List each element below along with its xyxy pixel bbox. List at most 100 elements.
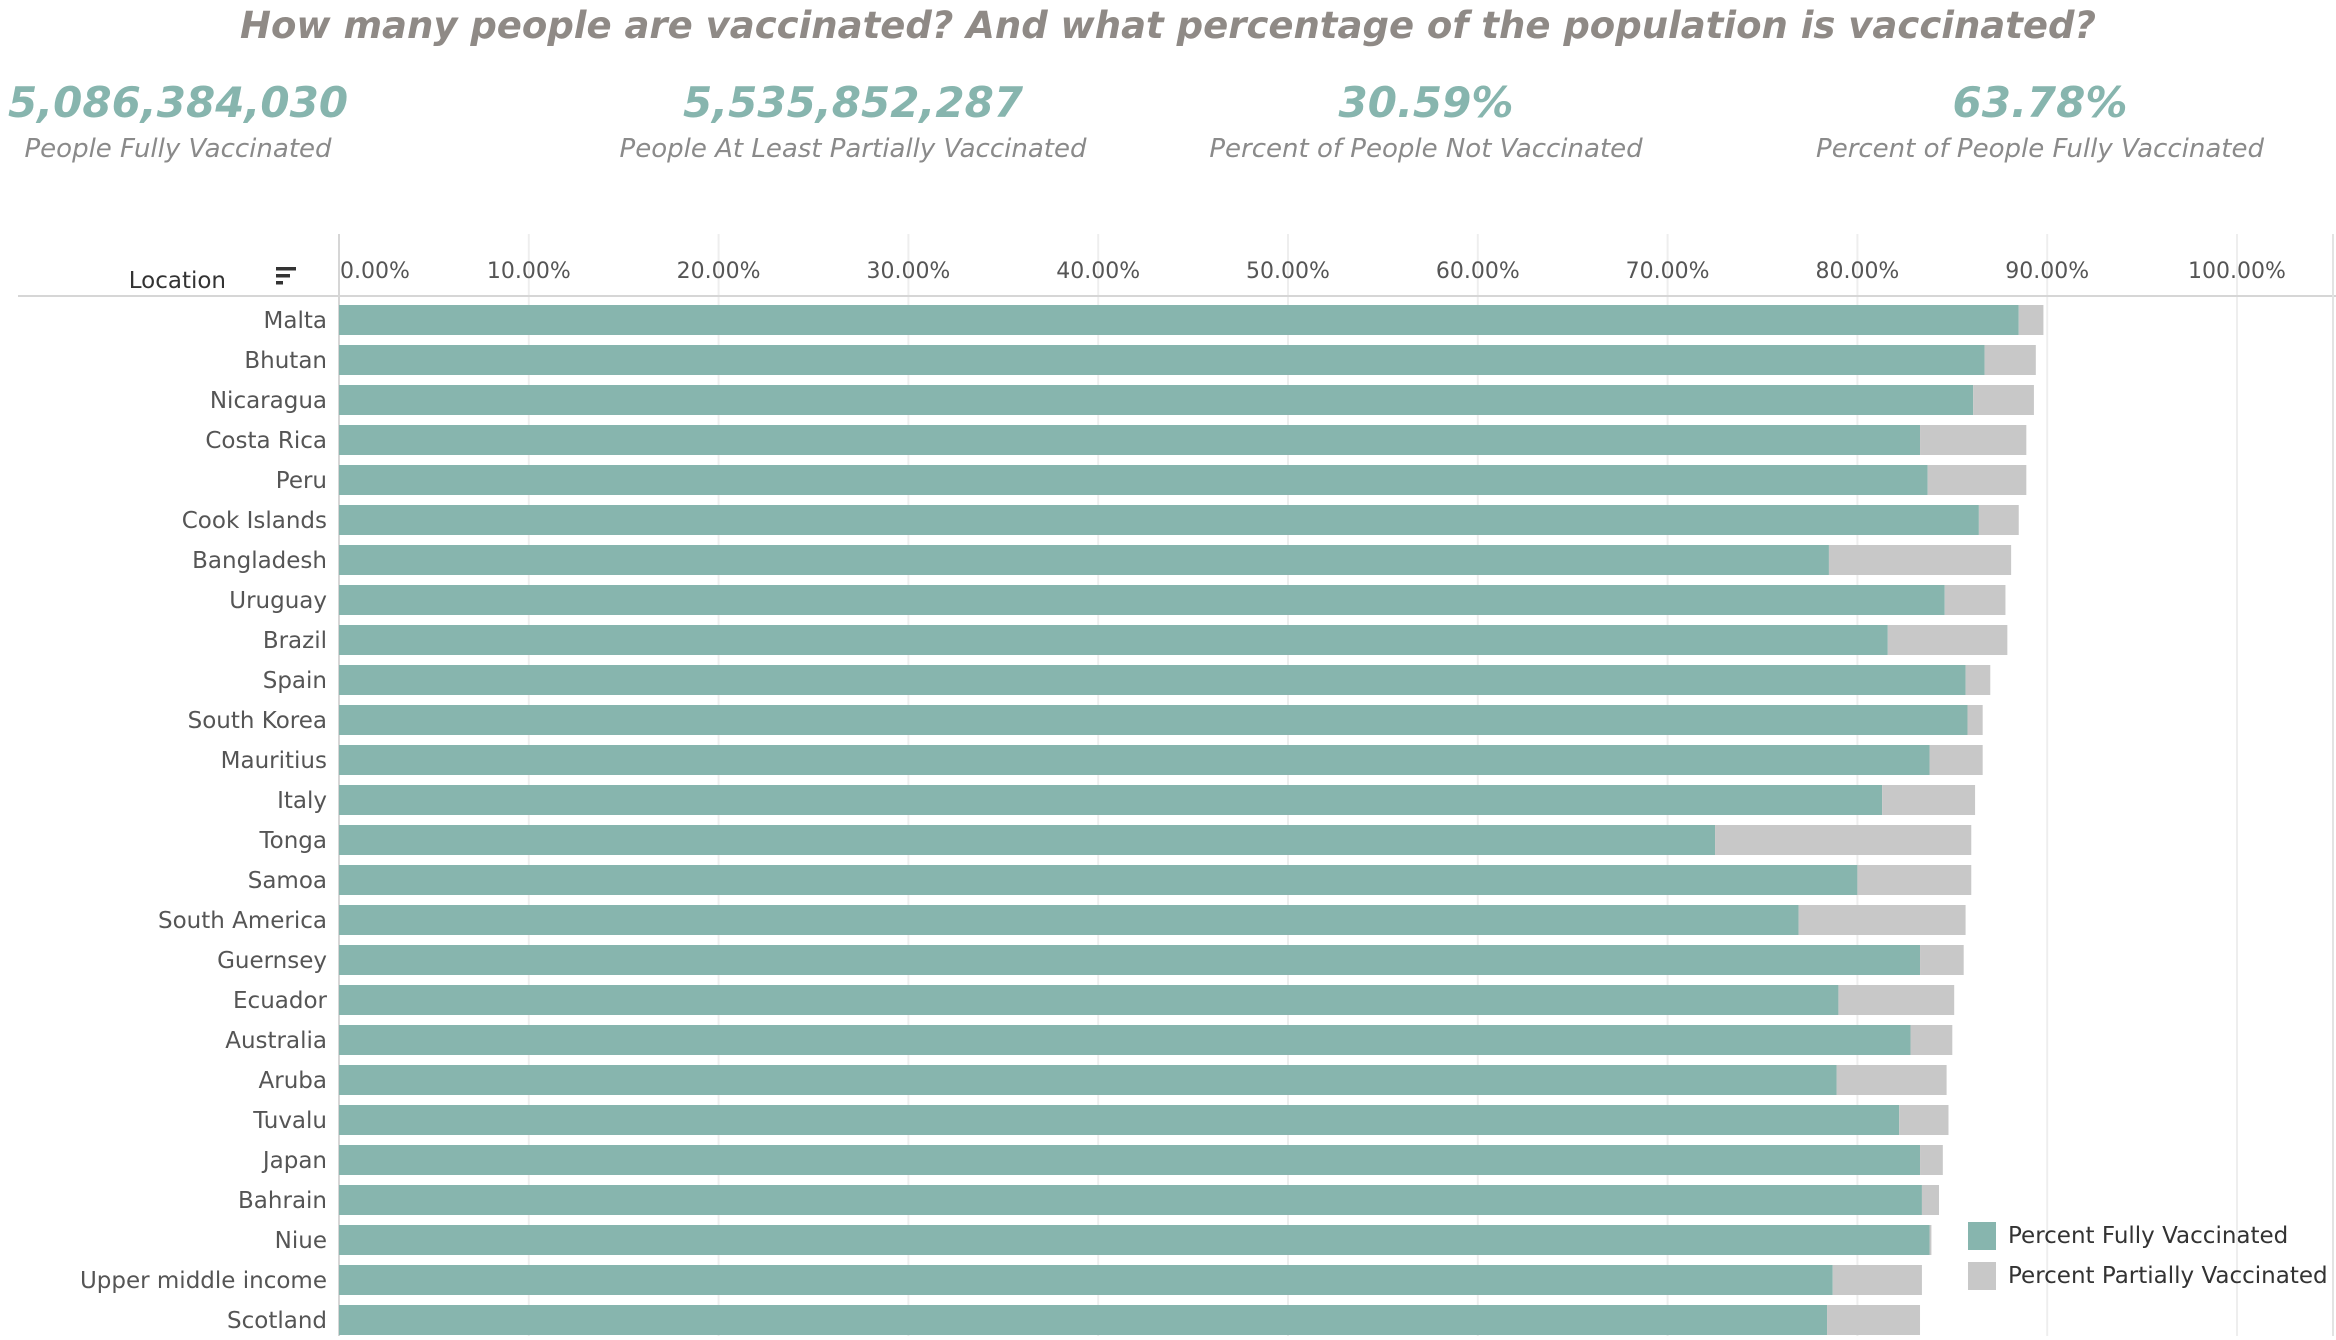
bar-fully-vaccinated[interactable]	[339, 945, 1921, 975]
category-label: Spain	[263, 668, 327, 694]
bar-fully-vaccinated[interactable]	[339, 505, 1979, 535]
category-label: Italy	[277, 788, 327, 814]
category-label: Tonga	[259, 828, 327, 854]
category-label: Nicaragua	[210, 388, 327, 414]
bar-fully-vaccinated[interactable]	[339, 585, 1945, 615]
bar-partially-vaccinated[interactable]	[1944, 585, 2006, 615]
bar-fully-vaccinated[interactable]	[339, 625, 1888, 655]
bar-fully-vaccinated[interactable]	[339, 1145, 1921, 1175]
bar-fully-vaccinated[interactable]	[339, 385, 1974, 415]
bar-fully-vaccinated[interactable]	[339, 825, 1716, 855]
bar-fully-vaccinated[interactable]	[339, 1025, 1911, 1055]
bar-partially-vaccinated[interactable]	[1965, 665, 1991, 695]
bar-partially-vaccinated[interactable]	[1973, 385, 2034, 415]
dashboard-title: How many people are vaccinated? And what…	[240, 4, 2096, 47]
category-labels: Malta Bhutan Nicaragua Costa Rica Peru Cook I…	[80, 308, 328, 1334]
bar-fully-vaccinated[interactable]	[339, 905, 1799, 935]
category-label: Bahrain	[238, 1188, 327, 1214]
sort-descending-icon[interactable]	[276, 267, 296, 285]
bar-fully-vaccinated[interactable]	[339, 865, 1858, 895]
kpi-label: Percent of People Not Vaccinated	[1209, 134, 1643, 164]
category-label: Scotland	[227, 1308, 327, 1334]
kpi-percent-not-vaccinated: 30.59% Percent of People Not Vaccinated	[1196, 74, 1656, 166]
legend-label-partially: Percent Partially Vaccinated	[2008, 1263, 2328, 1289]
location-header[interactable]: Location	[129, 268, 226, 294]
bar-fully-vaccinated[interactable]	[339, 665, 1966, 695]
bar-partially-vaccinated[interactable]	[1899, 1105, 1949, 1135]
bar-fully-vaccinated[interactable]	[339, 1065, 1837, 1095]
bar-fully-vaccinated[interactable]	[339, 1105, 1900, 1135]
category-label: Malta	[264, 308, 327, 334]
bar-partially-vaccinated[interactable]	[1836, 1065, 1947, 1095]
bar-fully-vaccinated[interactable]	[339, 425, 1921, 455]
bar-fully-vaccinated[interactable]	[339, 1305, 1828, 1335]
kpi-label: People Fully Vaccinated	[24, 134, 332, 164]
bar-partially-vaccinated[interactable]	[1910, 1025, 1953, 1055]
bar-partially-vaccinated[interactable]	[1920, 425, 2027, 455]
category-label: Mauritius	[221, 748, 327, 774]
bar-fully-vaccinated[interactable]	[339, 1225, 1930, 1255]
category-label: Japan	[261, 1148, 327, 1174]
x-tick-label: 100.00%	[2188, 259, 2286, 284]
legend-swatch-fully	[1968, 1222, 1996, 1250]
bar-partially-vaccinated[interactable]	[2018, 305, 2044, 335]
bar-partially-vaccinated[interactable]	[1927, 465, 2027, 495]
x-tick-label: 60.00%	[1436, 259, 1520, 284]
bar-partially-vaccinated[interactable]	[1984, 345, 2036, 375]
bar-partially-vaccinated[interactable]	[1828, 545, 2012, 575]
bars	[339, 305, 2044, 1335]
bar-partially-vaccinated[interactable]	[1978, 505, 2019, 535]
category-label: Uruguay	[229, 588, 327, 614]
bar-partially-vaccinated[interactable]	[1920, 945, 1964, 975]
bar-partially-vaccinated[interactable]	[1857, 865, 1972, 895]
kpi-value: 30.59%	[1338, 78, 1514, 127]
category-label: Guernsey	[217, 948, 327, 974]
x-tick-label: 80.00%	[1815, 259, 1899, 284]
bar-fully-vaccinated[interactable]	[339, 785, 1883, 815]
kpi-value: 63.78%	[1952, 78, 2128, 127]
legend-label-fully: Percent Fully Vaccinated	[2008, 1223, 2289, 1249]
category-label: Upper middle income	[80, 1268, 327, 1294]
category-label: Cook Islands	[182, 508, 327, 534]
bar-fully-vaccinated[interactable]	[339, 545, 1829, 575]
bar-partially-vaccinated[interactable]	[1832, 1265, 1922, 1295]
x-tick-label: 90.00%	[2005, 259, 2089, 284]
category-label: Niue	[275, 1228, 327, 1254]
bar-partially-vaccinated[interactable]	[1715, 825, 1972, 855]
bar-partially-vaccinated[interactable]	[1921, 1185, 1940, 1215]
bar-fully-vaccinated[interactable]	[339, 345, 1985, 375]
category-label: Aruba	[259, 1068, 327, 1094]
kpi-label: Percent of People Fully Vaccinated	[1816, 134, 2264, 164]
legend-item-fully[interactable]: Percent Fully Vaccinated	[1968, 1216, 2328, 1256]
bar-partially-vaccinated[interactable]	[1882, 785, 1976, 815]
bar-partially-vaccinated[interactable]	[1798, 905, 1966, 935]
x-tick-label: 70.00%	[1626, 259, 1710, 284]
bar-partially-vaccinated[interactable]	[1838, 985, 1955, 1015]
x-tick-label: 10.00%	[487, 259, 571, 284]
bar-partially-vaccinated[interactable]	[1929, 745, 1983, 775]
bar-partially-vaccinated[interactable]	[1920, 1145, 1943, 1175]
bar-fully-vaccinated[interactable]	[339, 465, 1928, 495]
kpi-people-partially-vaccinated: 5,535,852,287 People At Least Partially …	[600, 74, 1106, 166]
legend-item-partially[interactable]: Percent Partially Vaccinated	[1968, 1256, 2328, 1296]
category-label: Bhutan	[244, 348, 327, 374]
bar-fully-vaccinated[interactable]	[339, 305, 2019, 335]
category-label: Tuvalu	[252, 1108, 327, 1134]
bar-fully-vaccinated[interactable]	[339, 745, 1930, 775]
bar-partially-vaccinated[interactable]	[1929, 1225, 1932, 1255]
category-label: Ecuador	[233, 988, 328, 1014]
kpi-value: 5,535,852,287	[682, 78, 1024, 127]
bar-partially-vaccinated[interactable]	[1887, 625, 2008, 655]
bar-fully-vaccinated[interactable]	[339, 1185, 1922, 1215]
x-tick-label: 20.00%	[677, 259, 761, 284]
bar-partially-vaccinated[interactable]	[1967, 705, 1983, 735]
bar-fully-vaccinated[interactable]	[339, 705, 1968, 735]
bar-fully-vaccinated[interactable]	[339, 1265, 1833, 1295]
x-tick-label: 0.00%	[340, 259, 410, 284]
kpi-label: People At Least Partially Vaccinated	[619, 134, 1087, 164]
bar-partially-vaccinated[interactable]	[1827, 1305, 1921, 1335]
bar-fully-vaccinated[interactable]	[339, 985, 1839, 1015]
category-label: Peru	[276, 468, 327, 494]
category-label: South Korea	[188, 708, 327, 734]
